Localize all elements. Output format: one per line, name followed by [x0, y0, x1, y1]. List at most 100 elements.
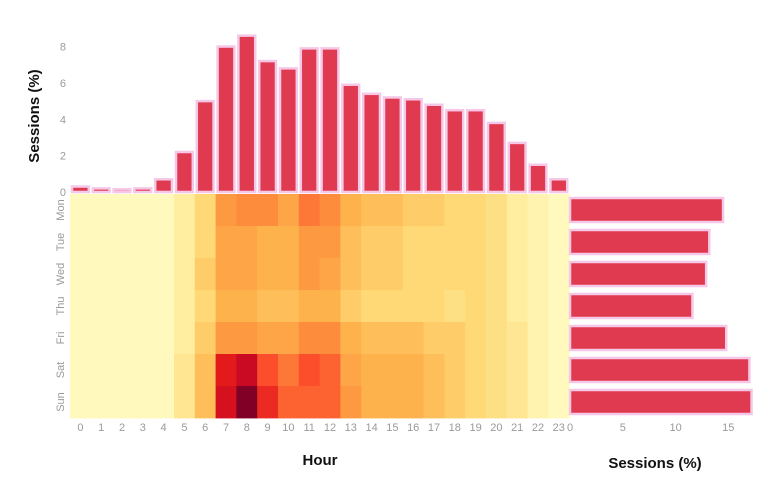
heatmap-cell: [548, 354, 570, 387]
heatmap-cell: [506, 290, 528, 323]
heatmap-cell: [132, 322, 154, 355]
heatmap-cell: [111, 386, 133, 419]
heatmap-cell: [548, 194, 570, 227]
heatmap-cell: [465, 290, 487, 323]
heatmap-cell: [465, 194, 487, 227]
heatmap-cell: [506, 258, 528, 291]
heatmap-cell: [194, 258, 216, 291]
top-y-tick-label: 4: [60, 114, 66, 126]
heatmap-cell: [319, 354, 341, 387]
top-bar: [465, 108, 486, 194]
heatmap-cell: [215, 194, 237, 227]
heatmap-cell: [340, 354, 362, 387]
day-tick-label: Sun: [55, 392, 67, 412]
heatmap-cell: [111, 194, 133, 227]
heatmap-cell: [215, 322, 237, 355]
heatmap-cell: [527, 258, 549, 291]
top-bar: [507, 141, 527, 194]
heatmap-cell: [90, 194, 112, 227]
heatmap-cell: [444, 290, 466, 323]
heatmap-cell: [132, 354, 154, 387]
heatmap-cell: [402, 258, 424, 291]
heatmap-cell: [423, 258, 445, 291]
heatmap-cell: [340, 194, 362, 227]
top-bar: [216, 45, 236, 194]
heatmap-cell: [361, 258, 383, 291]
heatmap-cell: [153, 386, 175, 419]
top-bar: [70, 185, 91, 194]
heatmap-cell: [174, 354, 196, 387]
heatmap-cell: [444, 194, 466, 227]
heatmap-cell: [548, 258, 570, 291]
heatmap-cell: [278, 290, 300, 323]
top-bar: [403, 98, 423, 194]
day-axis: Mon Tue Wed Thu Fri Sat Sun: [55, 199, 67, 411]
hour-tick-label: 20: [490, 422, 502, 434]
heatmap-cell: [236, 194, 258, 227]
day-tick-label: Wed: [55, 263, 67, 285]
heatmap-cell: [548, 226, 570, 259]
top-y-axis-title: Sessions (%): [26, 69, 43, 162]
heatmap-cell: [174, 258, 196, 291]
heatmap-cell: [423, 290, 445, 323]
heatmap-cell: [423, 194, 445, 227]
heatmap-cell: [132, 258, 154, 291]
heatmap-cell: [257, 290, 279, 323]
heatmap-cell: [278, 258, 300, 291]
heatmap-cell: [402, 386, 424, 419]
heatmap-cell: [382, 194, 404, 227]
heatmap-cell: [174, 194, 196, 227]
heatmap-cell: [70, 322, 92, 355]
top-bar: [361, 92, 382, 194]
heatmap-cell: [444, 322, 466, 355]
heatmap-cell: [298, 258, 320, 291]
heatmap-cell: [278, 354, 300, 387]
heatmap-cell: [153, 354, 175, 387]
right-bar: [568, 260, 708, 288]
heatmap-cell: [257, 354, 279, 387]
heatmap-cell: [361, 322, 383, 355]
top-bar: [320, 47, 340, 194]
hour-tick-label: 6: [202, 422, 208, 434]
heatmap-cell: [236, 258, 258, 291]
top-y-axis: 0 2 4 6 8: [60, 42, 66, 200]
top-bar: [299, 47, 319, 194]
heatmap-cell: [153, 258, 175, 291]
heatmap-cell: [298, 386, 320, 419]
heatmap-cell: [486, 258, 508, 291]
heatmap-cell: [361, 226, 383, 259]
heatmap-cell: [90, 354, 112, 387]
top-bar: [257, 59, 278, 194]
heatmap-cell: [465, 226, 487, 259]
heatmap-cell: [194, 226, 216, 259]
heatmap-cell: [111, 322, 133, 355]
heatmap-cell: [215, 226, 237, 259]
hour-tick-label: 11: [303, 422, 314, 434]
heatmap-cell: [70, 194, 92, 227]
heatmap-cell: [257, 194, 279, 227]
hour-tick-label: 18: [449, 422, 461, 434]
hour-tick-label: 13: [345, 422, 357, 434]
heatmap-cell: [319, 386, 341, 419]
heatmap-cell: [402, 226, 424, 259]
right-bar: [568, 324, 728, 352]
heatmap-cell: [90, 226, 112, 259]
heatmap-cell: [361, 290, 383, 323]
heatmap-cell: [423, 322, 445, 355]
hour-tick-label: 15: [386, 422, 398, 434]
heatmap-cell: [444, 354, 466, 387]
top-y-tick-label: 6: [60, 78, 66, 90]
heatmap-cell: [465, 258, 487, 291]
heatmap-cell: [90, 386, 112, 419]
heatmap-cell: [319, 258, 341, 291]
heatmap-cell: [236, 226, 258, 259]
heatmap-cell: [527, 322, 549, 355]
top-y-tick-label: 8: [60, 42, 66, 54]
heatmap-cell: [340, 386, 362, 419]
top-bar: [528, 163, 548, 194]
heatmap-cell: [194, 322, 216, 355]
heatmap-cell: [90, 258, 112, 291]
heatmap-cell: [90, 290, 112, 323]
heatmap-cell: [423, 226, 445, 259]
